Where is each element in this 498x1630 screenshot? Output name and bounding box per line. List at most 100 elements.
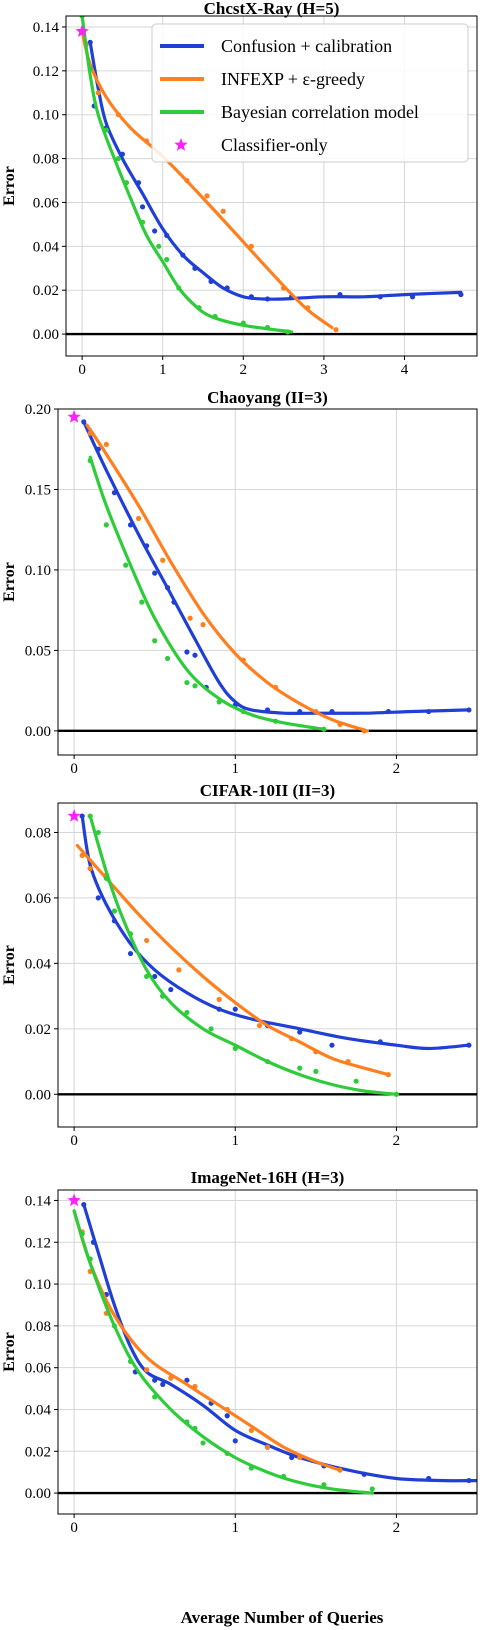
- data-point: [152, 228, 158, 234]
- data-point: [164, 585, 171, 591]
- y-tick-label: 0.00: [33, 327, 59, 343]
- y-tick-label: 0.10: [25, 563, 51, 579]
- data-point: [95, 90, 101, 96]
- data-point: [196, 305, 202, 311]
- series-1: [81, 1202, 477, 1484]
- data-point: [139, 219, 146, 225]
- data-point: [232, 1006, 238, 1012]
- data-point: [297, 1065, 303, 1071]
- data-point: [240, 320, 246, 326]
- y-tick-label: 0.05: [25, 643, 51, 659]
- plot-area: [75, 813, 472, 1097]
- data-point: [115, 112, 121, 118]
- series-line: [88, 814, 398, 1096]
- data-point: [216, 996, 222, 1002]
- data-point: [192, 683, 198, 689]
- data-point: [144, 543, 150, 549]
- data-point: [289, 1036, 295, 1042]
- data-point: [313, 1049, 319, 1055]
- data-point: [184, 1009, 190, 1016]
- data-point: [240, 708, 246, 715]
- data-point: [171, 599, 177, 605]
- data-point: [139, 599, 145, 605]
- data-point: [152, 1394, 158, 1400]
- data-point: [329, 1042, 335, 1048]
- y-tick-label: 0.06: [25, 891, 52, 907]
- data-point: [192, 265, 198, 271]
- y-tick-label: 0.10: [25, 1277, 51, 1293]
- data-point: [192, 652, 198, 658]
- data-point: [329, 708, 335, 715]
- x-tick-label: 1: [232, 1520, 240, 1536]
- chart-title: Chaoyang (II=3): [207, 388, 328, 407]
- data-point: [264, 1058, 271, 1065]
- y-tick-label: 0.02: [25, 1022, 51, 1038]
- y-axis-label: Error: [1, 1332, 18, 1372]
- y-tick-label: 0.00: [25, 1087, 51, 1103]
- y-tick-label: 0.02: [33, 283, 59, 299]
- data-point: [200, 622, 206, 628]
- chart-title: ChcstX-Ray (H=5): [204, 0, 340, 18]
- legend-entry: Bayesian correlation model: [160, 102, 419, 122]
- data-point: [95, 895, 101, 901]
- data-point: [208, 1026, 214, 1032]
- data-point: [111, 490, 118, 496]
- data-point: [81, 1202, 87, 1208]
- y-tick-label: 0.10: [33, 108, 59, 124]
- y-tick-label: 0.00: [25, 1486, 51, 1502]
- y-tick-label: 0.06: [25, 1361, 52, 1377]
- series-line: [80, 29, 334, 330]
- data-point: [127, 522, 134, 528]
- series-2: [80, 29, 339, 333]
- data-point: [79, 16, 85, 19]
- series-line: [82, 1203, 477, 1483]
- y-tick-label: 0.06: [33, 195, 60, 211]
- x-tick-label: 0: [70, 1520, 78, 1536]
- data-point: [264, 707, 271, 713]
- data-point: [90, 1239, 97, 1245]
- plot-area: [81, 419, 472, 734]
- data-point: [280, 285, 287, 291]
- data-point: [144, 973, 150, 980]
- y-tick-label: 0.14: [33, 20, 60, 36]
- data-point: [187, 615, 193, 621]
- data-point: [79, 852, 85, 858]
- data-point: [232, 1045, 238, 1052]
- y-tick-label: 0.08: [33, 152, 59, 168]
- x-tick-label: 0: [70, 761, 78, 777]
- data-point: [103, 127, 109, 133]
- data-point: [152, 638, 158, 644]
- data-point: [337, 721, 343, 728]
- x-tick-label: 2: [240, 362, 248, 378]
- data-point: [377, 1039, 383, 1045]
- x-tick-label: 2: [393, 1520, 401, 1536]
- data-point: [127, 1358, 134, 1365]
- data-point: [393, 1091, 400, 1097]
- data-point: [103, 875, 109, 881]
- x-tick-label: 3: [320, 362, 328, 378]
- x-tick-label: 1: [232, 761, 240, 777]
- chart-panel-4: 0 1 2 0.00 0.02 0.04 0.06 0.08 0.10 0.12 0.14 Image…: [1, 1168, 478, 1536]
- y-tick-label: 0.04: [33, 239, 60, 255]
- data-point: [164, 256, 170, 263]
- data-point: [385, 708, 391, 715]
- classifier-only-star: [67, 809, 81, 822]
- axes-frame: [57, 408, 478, 756]
- series-2: [85, 423, 369, 734]
- x-tick-label: 4: [401, 362, 409, 378]
- data-point: [119, 151, 126, 157]
- legend-box: [151, 23, 469, 163]
- y-tick-label: 0.08: [25, 825, 51, 841]
- chart-panel-3: 0 1 2 0.00 0.02 0.04 0.06 0.08 CIFAR-10II (II=3)…: [1, 781, 478, 1149]
- y-tick-label: 0.00: [25, 724, 51, 740]
- data-point: [289, 1454, 295, 1461]
- series-line: [80, 814, 471, 1051]
- data-point: [123, 562, 129, 568]
- data-point: [184, 649, 190, 655]
- data-point: [184, 1377, 190, 1383]
- data-point: [79, 813, 85, 819]
- data-point: [176, 967, 182, 973]
- axes-frame: [65, 15, 478, 357]
- x-tick-label: 1: [159, 362, 167, 378]
